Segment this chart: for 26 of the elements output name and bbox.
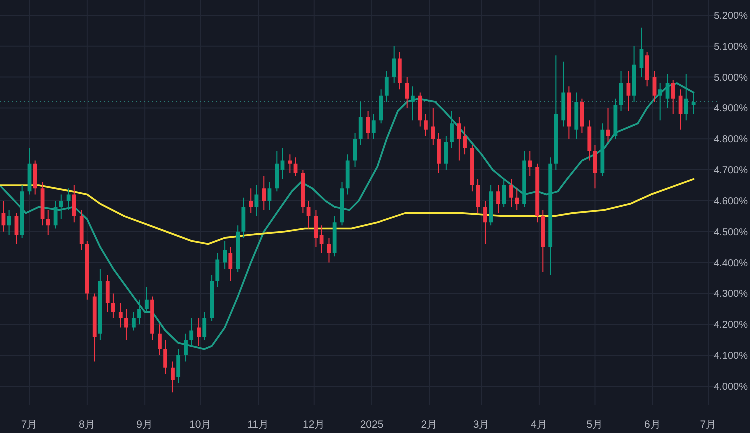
y-tick-label: 4.100% bbox=[714, 351, 748, 362]
x-tick-label: 6月 bbox=[644, 419, 662, 431]
y-tick-label: 4.200% bbox=[714, 320, 748, 332]
y-tick-label: 5.100% bbox=[714, 42, 748, 53]
y-tick-label: 5.200% bbox=[714, 10, 748, 22]
x-tick-label: 2月 bbox=[421, 419, 438, 431]
y-tick-label: 4.700% bbox=[714, 166, 748, 177]
y-tick-label: 4.500% bbox=[714, 227, 748, 238]
x-tick-label: 3月 bbox=[473, 419, 490, 431]
y-tick-label: 4.600% bbox=[714, 196, 748, 208]
x-tick-label: 10月 bbox=[190, 419, 212, 431]
x-tick-label: 12月 bbox=[303, 419, 326, 431]
x-tick-label: 7月 bbox=[21, 419, 38, 431]
x-tick-label: 2025 bbox=[360, 419, 384, 431]
y-tick-label: 4.400% bbox=[714, 258, 748, 270]
x-tick-label: 7月 bbox=[700, 419, 718, 431]
y-tick-label: 4.000% bbox=[714, 382, 748, 393]
y-tick-label: 5.000% bbox=[714, 72, 748, 84]
y-tick-label: 4.300% bbox=[714, 289, 748, 300]
x-tick-label: 4月 bbox=[531, 419, 548, 431]
x-tick-label: 9月 bbox=[136, 419, 154, 431]
x-tick-label: 5月 bbox=[586, 419, 604, 431]
x-tick-label: 11月 bbox=[248, 419, 270, 431]
x-tick-label: 8月 bbox=[79, 419, 96, 431]
y-tick-label: 4.900% bbox=[714, 104, 748, 115]
y-tick-label: 4.800% bbox=[714, 134, 748, 146]
